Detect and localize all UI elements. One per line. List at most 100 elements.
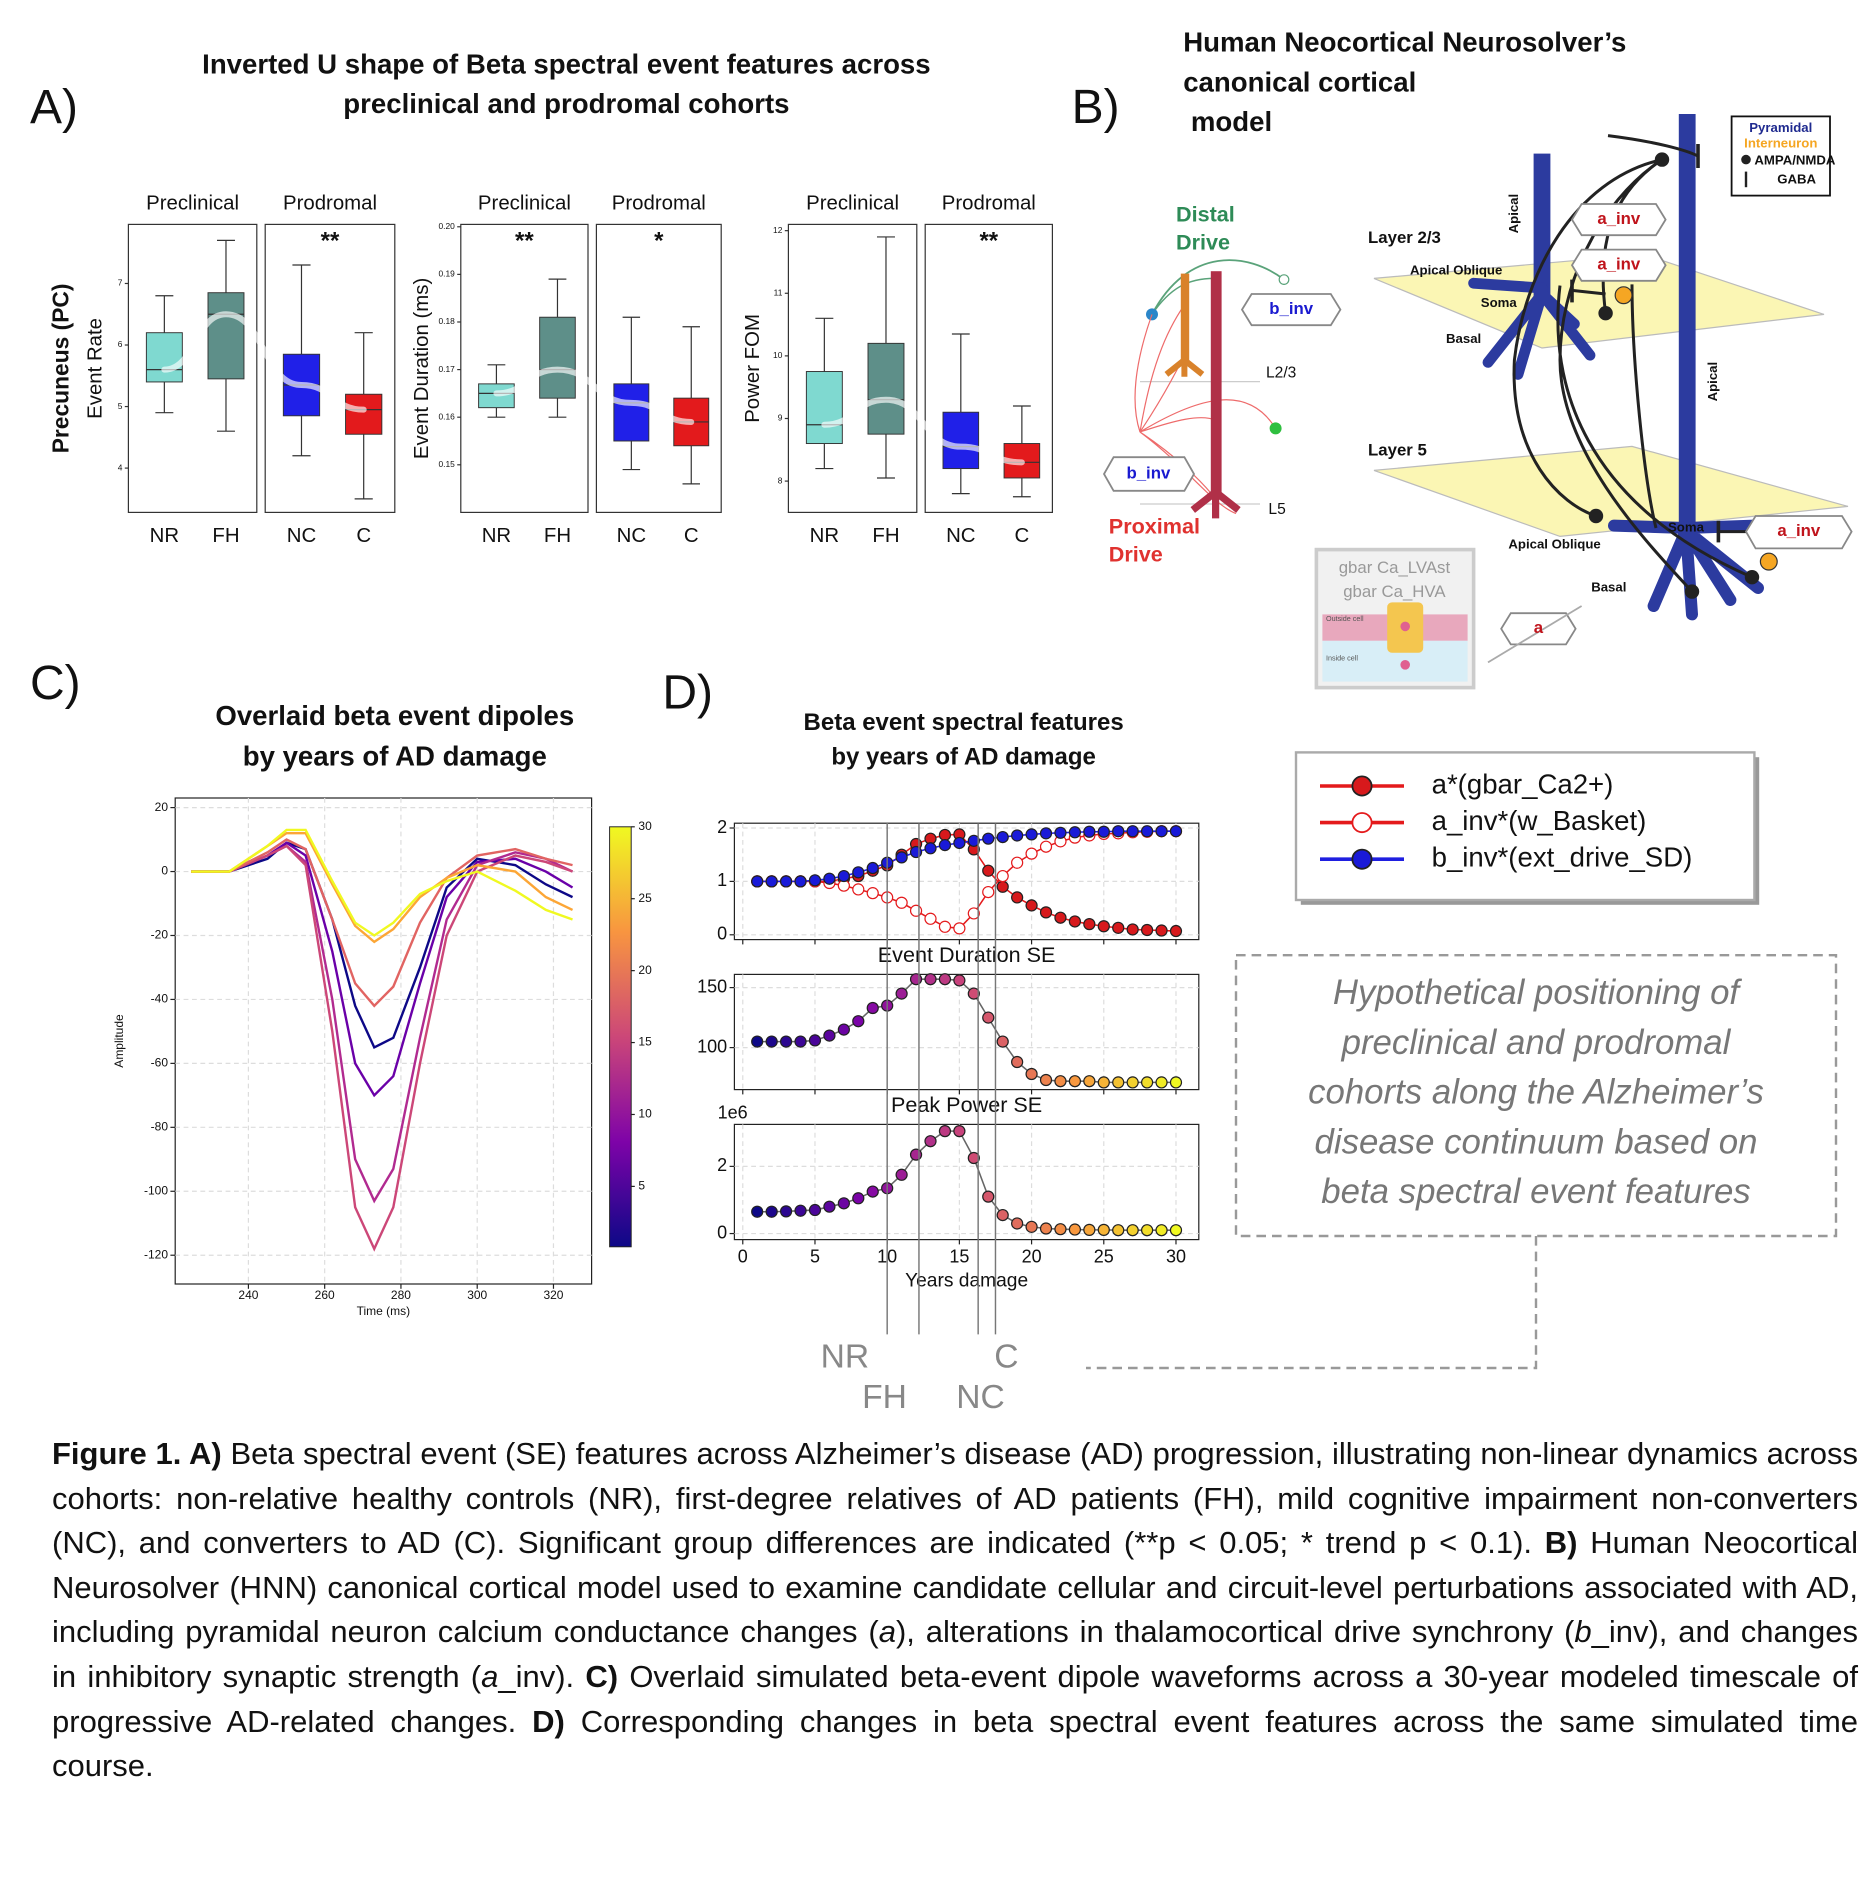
cohort-label: C: [994, 1338, 1018, 1375]
y-tick-label: 0.17: [438, 364, 455, 374]
data-point: [982, 1011, 995, 1024]
data-point: [1126, 923, 1139, 936]
y-tick-label: 2: [717, 817, 727, 837]
data-point: [1039, 1073, 1053, 1087]
data-point: [953, 1124, 966, 1138]
x-tick-label: NR: [150, 525, 179, 547]
panel-title: Beta event spectral features: [804, 709, 1124, 736]
compartment-label: Apical: [1506, 194, 1521, 234]
data-point: [909, 904, 923, 917]
x-tick-label: 20: [1022, 1246, 1042, 1266]
group-label: Preclinical: [478, 192, 571, 214]
data-point: [1039, 827, 1053, 840]
data-point: [967, 907, 980, 920]
trend-curve: [821, 396, 1025, 466]
a-label: a: [1534, 618, 1544, 637]
legend-entry: GABA: [1777, 171, 1816, 186]
x-tick-label: 240: [238, 1288, 258, 1302]
series-line: [191, 838, 573, 1008]
data-point: [1097, 1076, 1110, 1089]
y-tick-label: -80: [151, 1120, 169, 1134]
data-point: [866, 1001, 879, 1015]
y-tick-label: 7: [118, 278, 123, 288]
x-tick-label: 0: [738, 1246, 748, 1266]
y-tick-label: 0: [161, 864, 168, 878]
x-tick-label: C: [1015, 525, 1030, 547]
hypothesis-line: beta spectral event features: [1321, 1172, 1750, 1211]
caption-run: ), alterations in thalamocortical drive …: [895, 1614, 1575, 1650]
panel-title: by years of AD damage: [243, 741, 547, 772]
legend-box: [1294, 751, 1756, 902]
caption-run: D): [532, 1703, 565, 1739]
caption-run: a: [481, 1658, 499, 1694]
x-tick-label: 320: [543, 1288, 563, 1302]
data-point: [1068, 1075, 1082, 1088]
y-tick-label: 11: [774, 287, 783, 297]
distal-connection: [1151, 277, 1215, 315]
y-tick-label: 10: [773, 350, 783, 360]
group-label: Preclinical: [806, 192, 899, 214]
data-point: [938, 973, 952, 986]
panel-title: Inverted U shape of Beta spectral event …: [202, 48, 930, 79]
x-tick-label: 25: [1094, 1246, 1114, 1266]
x-tick-label: FH: [544, 525, 571, 547]
legend-label: b_inv*(ext_drive_SD): [1432, 841, 1693, 872]
y-tick-label: 100: [697, 1036, 727, 1056]
data-point: [1140, 923, 1154, 937]
data-point: [982, 864, 995, 877]
layer-plane: [1373, 253, 1825, 349]
data-point: [967, 834, 980, 847]
data-point: [751, 1035, 764, 1048]
y-tick-label: 6: [118, 339, 123, 349]
data-point: [1068, 915, 1082, 928]
group-frame: [127, 223, 258, 513]
data-point: [1112, 1224, 1125, 1237]
x-tick-label: FH: [872, 525, 899, 547]
data-point: [837, 869, 850, 883]
colorbar-tick-label: 5: [638, 1179, 645, 1193]
data-point: [924, 1135, 937, 1148]
significance: **: [979, 228, 998, 255]
cohort-label: NC: [956, 1379, 1005, 1416]
data-point: [1169, 825, 1183, 838]
ion: [1400, 660, 1410, 670]
data-point: [808, 1034, 822, 1047]
data-point: [996, 869, 1009, 883]
hypothesis-connector: [1086, 1236, 1538, 1370]
data-point: [1011, 1217, 1024, 1230]
group-frame: [264, 223, 396, 513]
a-inv-label: a_inv: [1777, 521, 1821, 540]
caption-run: Corresponding changes in beta spectral e…: [52, 1703, 1859, 1784]
data-point: [1025, 847, 1038, 860]
data-point: [924, 842, 937, 855]
data-point: [823, 1029, 836, 1042]
colorbar-tick-label: 10: [638, 1107, 652, 1121]
group-label: Prodromal: [612, 192, 706, 214]
caption-run: B): [1544, 1525, 1578, 1561]
y-tick-label: 0.15: [438, 459, 455, 469]
data-point: [1011, 856, 1024, 869]
ampa-synapse: [1598, 306, 1613, 321]
data-point: [982, 832, 995, 845]
x-axis-label: Time (ms): [357, 1304, 411, 1318]
y-axis-label: Event Duration (ms): [411, 278, 433, 459]
data-point: [1083, 1075, 1096, 1088]
circuit-schematic: [1102, 259, 1342, 519]
data-point: [895, 1168, 908, 1181]
colorbar-tick-label: 15: [638, 1035, 652, 1049]
box: [805, 371, 843, 445]
data-point: [866, 861, 879, 875]
x-tick-label: NC: [946, 525, 975, 547]
data-point: [1011, 1055, 1024, 1069]
data-point: [953, 836, 966, 850]
y-tick-label: -60: [151, 1056, 169, 1070]
x-tick-label: NR: [482, 525, 511, 547]
pointer-line: [1487, 605, 1583, 664]
data-point: [823, 1200, 836, 1213]
data-point: [953, 974, 966, 987]
y-tick-label: 5: [118, 401, 123, 411]
hypothesis-line: cohorts along the Alzheimer’s: [1308, 1073, 1764, 1112]
group-label: Preclinical: [146, 192, 239, 214]
data-point: [1011, 891, 1024, 904]
caption-run: Overlaid simulated beta-event dipole wav…: [52, 1658, 1859, 1739]
